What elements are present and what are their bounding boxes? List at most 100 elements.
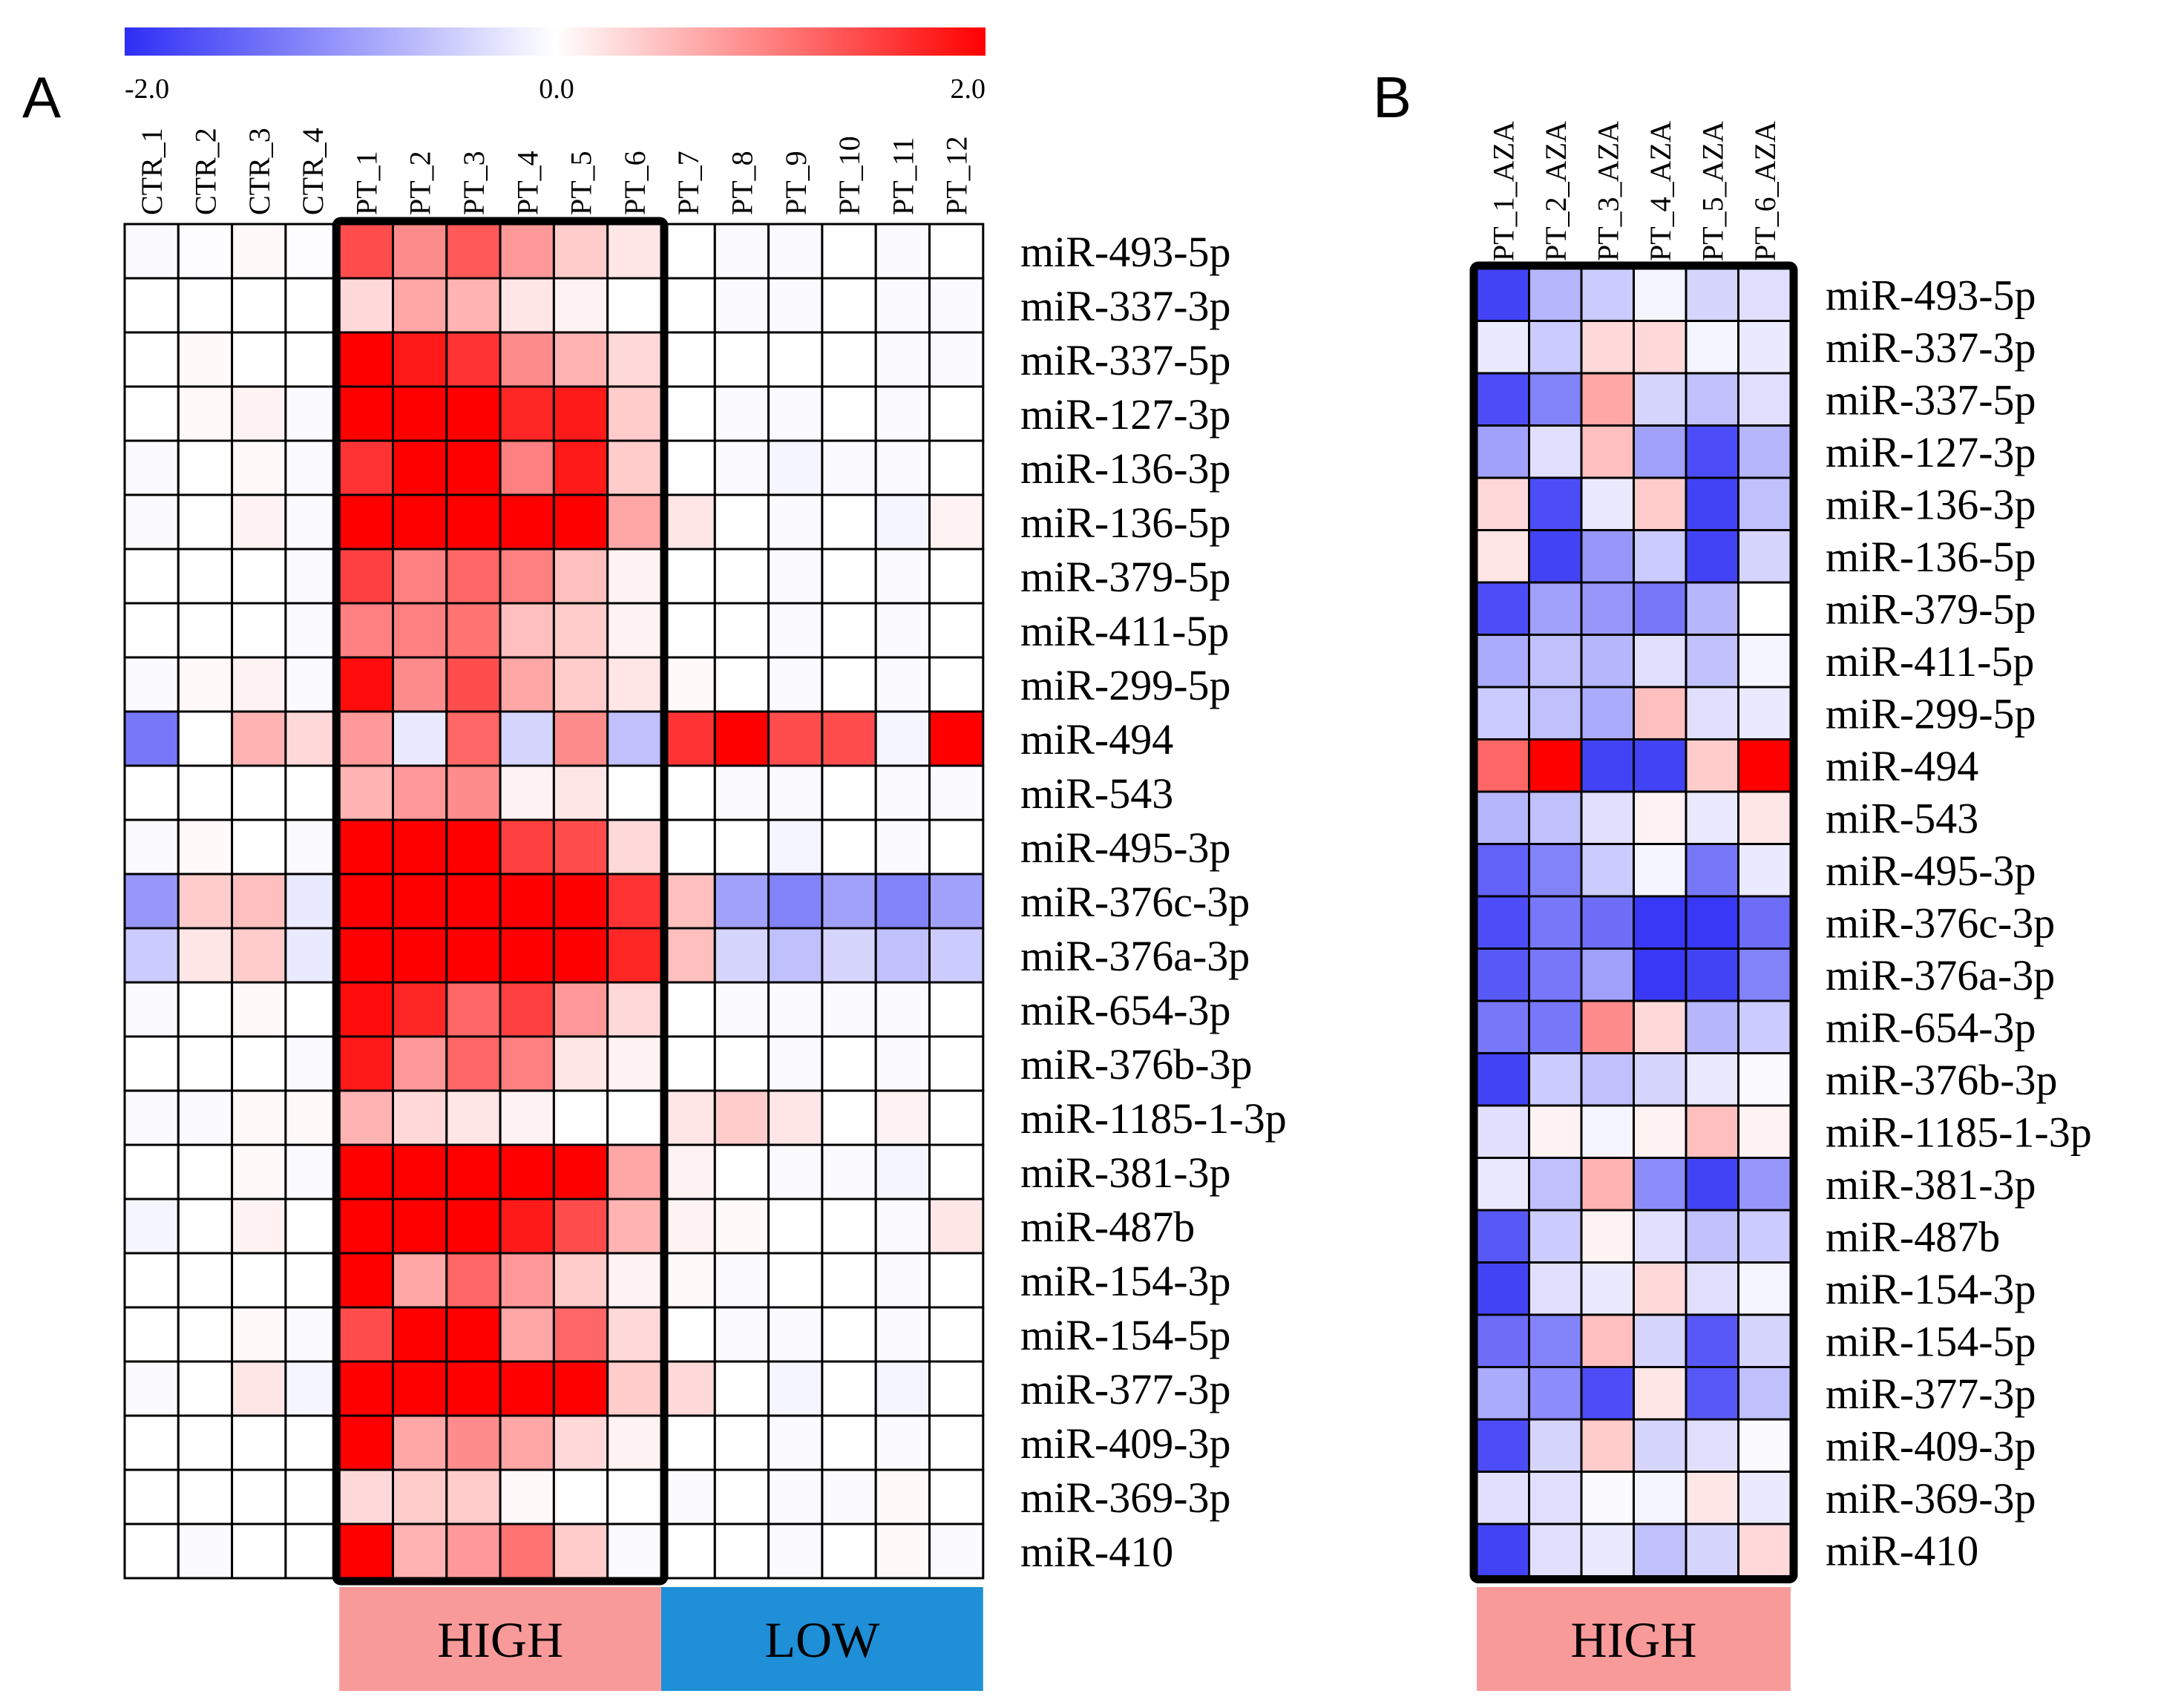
color-scale-max-label: 2.0 — [951, 73, 986, 105]
heatmap-cell — [606, 602, 663, 659]
heatmap-cell — [660, 1198, 716, 1255]
row-label: miR-543 — [1826, 795, 1978, 843]
heatmap-cell — [552, 927, 609, 984]
heatmap-cell — [874, 1306, 931, 1363]
heatmap-cell — [1580, 1209, 1635, 1264]
row-label: miR-381-3p — [1826, 1160, 2036, 1209]
heatmap-cell — [660, 656, 716, 713]
heatmap-cell — [660, 385, 716, 442]
heatmap-cell — [713, 1035, 770, 1092]
heatmap-cell — [231, 1035, 287, 1092]
heatmap-cell — [177, 223, 234, 280]
heatmap-cell — [1685, 1313, 1739, 1368]
heatmap-cell — [552, 602, 609, 659]
row-label: miR-411-5p — [1826, 637, 2034, 686]
heatmap-cell — [1580, 1157, 1635, 1212]
column-label: PT_1_AZA — [1486, 121, 1520, 261]
heatmap-cell — [874, 602, 931, 659]
color-scale-bar — [125, 27, 985, 56]
heatmap-cell — [177, 1306, 234, 1363]
heatmap-cell — [1737, 686, 1792, 740]
heatmap-cell — [767, 223, 824, 280]
heatmap-cell — [123, 385, 180, 442]
heatmap-cell — [1685, 1052, 1739, 1107]
heatmap-cell — [392, 1035, 448, 1092]
heatmap-cell — [445, 439, 502, 496]
heatmap-cell — [1633, 1209, 1688, 1264]
heatmap-cell — [499, 710, 555, 767]
heatmap-cell — [338, 602, 395, 659]
heatmap-cell — [1475, 947, 1530, 1002]
heatmap-cell — [338, 331, 395, 388]
heatmap-cell — [821, 223, 877, 280]
heatmap-cell — [338, 873, 395, 930]
row-label: miR-494 — [1020, 715, 1173, 763]
heatmap-cell — [1528, 476, 1583, 531]
heatmap-cell — [928, 493, 985, 551]
heatmap-cell — [767, 439, 824, 496]
heatmap-cell — [821, 277, 877, 334]
heatmap-cell — [1737, 895, 1792, 950]
heatmap-cell — [1580, 1471, 1635, 1525]
heatmap-cell — [606, 1414, 663, 1471]
heatmap-cell — [821, 1035, 877, 1092]
heatmap-cell — [821, 710, 877, 767]
heatmap-cell — [713, 981, 770, 1038]
row-label: miR-337-5p — [1020, 336, 1231, 384]
row-label: miR-411-5p — [1020, 607, 1229, 655]
heatmap-cell — [284, 1523, 341, 1580]
heatmap-cell — [123, 1143, 180, 1200]
column-label: CTR_4 — [296, 128, 329, 215]
heatmap-cell — [660, 1143, 716, 1200]
heatmap-cell — [767, 1035, 824, 1092]
heatmap-cell — [874, 1468, 931, 1525]
heatmap-cell — [1528, 1366, 1583, 1421]
heatmap-cell — [713, 764, 770, 821]
heatmap-cell — [499, 927, 555, 984]
heatmap-cell — [821, 1360, 877, 1417]
heatmap-cell — [177, 1035, 234, 1092]
heatmap-cell — [123, 602, 180, 659]
heatmap-cell — [1685, 581, 1739, 636]
heatmap-cell — [1528, 1313, 1583, 1368]
heatmap-cell — [392, 764, 448, 821]
heatmap-cell — [713, 1360, 770, 1417]
heatmap-cell — [660, 1523, 716, 1580]
heatmap-cell — [713, 331, 770, 388]
heatmap-cell — [284, 1035, 341, 1092]
heatmap-cell — [177, 927, 234, 984]
heatmap-cell — [821, 656, 877, 713]
heatmap-cell — [392, 1523, 448, 1580]
heatmap-cell — [1633, 476, 1688, 531]
heatmap-cell — [606, 1306, 663, 1363]
heatmap-cell — [928, 1414, 985, 1471]
heatmap-cell — [928, 223, 985, 280]
heatmap-cell — [713, 1523, 770, 1580]
heatmap-cell — [660, 277, 716, 334]
heatmap-cell — [552, 223, 609, 280]
heatmap-cell — [1685, 895, 1739, 950]
heatmap-cell — [123, 1468, 180, 1525]
heatmap-cell — [1475, 686, 1530, 740]
heatmap-cell — [499, 1252, 555, 1309]
heatmap-cell — [1528, 1523, 1583, 1577]
heatmap-cell — [1685, 1366, 1739, 1421]
heatmap-cell — [123, 873, 180, 930]
heatmap-cell — [713, 277, 770, 334]
column-label: PT_3 — [457, 151, 491, 215]
heatmap-cell — [874, 331, 931, 388]
heatmap-cell — [928, 1143, 985, 1200]
heatmap-cell — [392, 1143, 448, 1200]
heatmap-cell — [606, 710, 663, 767]
heatmap-cell — [552, 1414, 609, 1471]
heatmap-cell — [606, 1523, 663, 1580]
heatmap-cell — [1580, 424, 1635, 479]
heatmap-cell — [1580, 529, 1635, 584]
heatmap-cell — [445, 1198, 502, 1255]
heatmap-cell — [660, 710, 716, 767]
heatmap-cell — [499, 1523, 555, 1580]
heatmap-cell — [177, 818, 234, 876]
heatmap-cell — [231, 873, 287, 930]
heatmap-cell — [338, 1306, 395, 1363]
heatmap-cell — [445, 927, 502, 984]
